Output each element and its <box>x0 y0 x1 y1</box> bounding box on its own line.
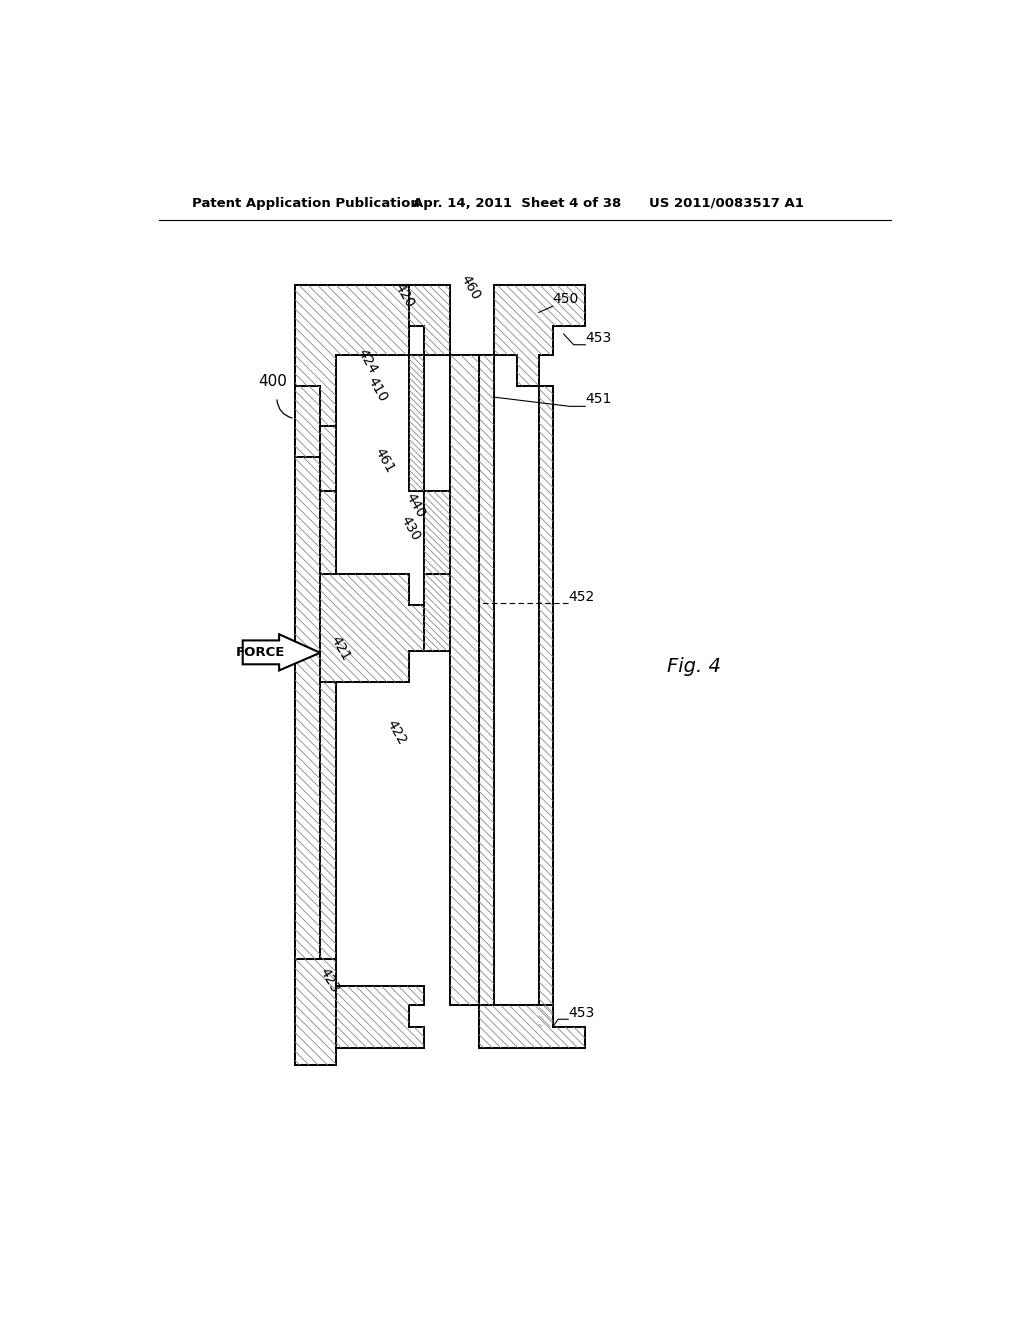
Text: 450: 450 <box>553 292 579 306</box>
Polygon shape <box>336 986 424 1048</box>
Text: 440: 440 <box>403 490 428 520</box>
Polygon shape <box>321 682 336 960</box>
Polygon shape <box>243 635 321 671</box>
Polygon shape <box>450 355 479 1006</box>
Text: Apr. 14, 2011  Sheet 4 of 38: Apr. 14, 2011 Sheet 4 of 38 <box>414 197 622 210</box>
PathPatch shape <box>295 960 336 1065</box>
Polygon shape <box>409 355 424 491</box>
Text: 453: 453 <box>568 1006 595 1020</box>
Text: 461: 461 <box>372 445 397 475</box>
Text: Patent Application Publication: Patent Application Publication <box>191 197 419 210</box>
Polygon shape <box>321 574 424 682</box>
PathPatch shape <box>424 491 450 574</box>
Polygon shape <box>409 285 450 355</box>
Polygon shape <box>424 491 450 574</box>
Polygon shape <box>295 457 321 960</box>
Polygon shape <box>539 385 553 1027</box>
Polygon shape <box>479 1006 586 1048</box>
PathPatch shape <box>409 355 424 491</box>
Text: 410: 410 <box>365 375 390 404</box>
Text: US 2011/0083517 A1: US 2011/0083517 A1 <box>649 197 804 210</box>
PathPatch shape <box>295 457 321 960</box>
PathPatch shape <box>494 285 586 385</box>
Polygon shape <box>424 574 450 651</box>
PathPatch shape <box>321 682 336 960</box>
Polygon shape <box>321 426 336 491</box>
Text: 423: 423 <box>317 966 342 995</box>
Polygon shape <box>494 285 586 385</box>
Polygon shape <box>295 385 321 457</box>
Text: 430: 430 <box>397 513 423 543</box>
PathPatch shape <box>539 385 553 1027</box>
Polygon shape <box>295 285 409 426</box>
PathPatch shape <box>336 986 424 1048</box>
Polygon shape <box>295 960 336 1065</box>
Text: Fig. 4: Fig. 4 <box>667 657 721 676</box>
Polygon shape <box>479 355 494 1006</box>
PathPatch shape <box>321 426 336 491</box>
PathPatch shape <box>409 285 450 355</box>
Text: FORCE: FORCE <box>237 647 286 659</box>
Text: 400: 400 <box>258 374 287 388</box>
Text: 452: 452 <box>568 590 595 605</box>
PathPatch shape <box>424 574 450 651</box>
PathPatch shape <box>450 355 479 1006</box>
PathPatch shape <box>479 355 494 1006</box>
Text: 420: 420 <box>391 281 417 310</box>
Text: 460: 460 <box>458 273 482 302</box>
Text: 451: 451 <box>586 392 611 407</box>
Text: 424: 424 <box>354 346 380 376</box>
Text: 453: 453 <box>586 331 611 345</box>
Text: 422: 422 <box>384 717 409 747</box>
PathPatch shape <box>295 285 409 426</box>
PathPatch shape <box>321 491 336 574</box>
PathPatch shape <box>321 574 424 682</box>
Polygon shape <box>321 491 336 574</box>
Text: 421: 421 <box>328 634 353 663</box>
PathPatch shape <box>295 385 321 457</box>
PathPatch shape <box>479 1006 586 1048</box>
